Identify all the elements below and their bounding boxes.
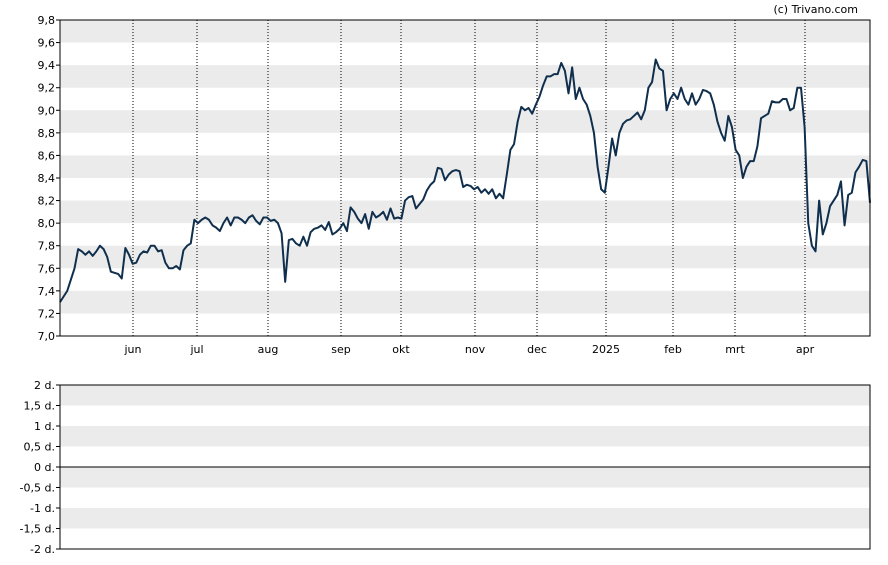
grid-band	[60, 290, 870, 314]
y-tick-label: 0,5 d.	[24, 441, 55, 454]
y-tick-label: 7,4	[38, 285, 56, 298]
y-tick-label: 2 d.	[34, 379, 55, 392]
grid-band	[60, 508, 870, 529]
plot-frame	[59, 19, 871, 337]
x-tick-label: dec	[527, 343, 547, 356]
y-tick-label: -1 d.	[30, 502, 55, 515]
x-tick-label: mrt	[725, 343, 745, 356]
credit-text: (c) Trivano.com	[773, 3, 858, 16]
x-tick-label: sep	[331, 343, 350, 356]
grid-band	[60, 65, 870, 88]
x-tick-label: 2025	[592, 343, 620, 356]
y-tick-label: 8,4	[38, 172, 56, 185]
price-panel: jun jul aug sep okt nov dec 2025 feb mrt apr 7,0 7,2…	[38, 14, 871, 356]
price-series-line	[59, 58, 871, 303]
y-tick-label: 7,6	[38, 262, 56, 275]
y-tick-label: 9,6	[38, 37, 56, 50]
x-tick-label: okt	[392, 343, 410, 356]
y-tick-label: 9,8	[38, 14, 56, 27]
y-tick-label: 9,2	[38, 82, 56, 95]
y-tick-label: 7,2	[38, 307, 56, 320]
y-tick-label: 7,8	[38, 240, 56, 253]
y-tick-label: 1,5 d.	[24, 400, 55, 413]
x-tick-label: jun	[124, 343, 142, 356]
grid-band	[60, 426, 870, 447]
grid-band	[60, 20, 870, 43]
y-tick-label: 8,2	[38, 195, 56, 208]
x-tick-label: jul	[189, 343, 203, 356]
x-tick-label: feb	[664, 343, 682, 356]
y-tick-label: 8,0	[38, 217, 56, 230]
y-tick-label: 0 d.	[34, 461, 55, 474]
grid-band	[60, 467, 870, 488]
plot-frame	[59, 384, 871, 550]
y-tick-label: 8,6	[38, 149, 56, 162]
y-tick-label: -1,5 d.	[20, 523, 55, 536]
grid-band	[60, 385, 870, 406]
y-tick-label: 8,8	[38, 127, 56, 140]
x-tick-label: aug	[258, 343, 279, 356]
x-tick-label: apr	[796, 343, 815, 356]
y-tick-label: -2 d.	[30, 543, 55, 556]
y-tick-label: 9,0	[38, 104, 56, 117]
grid-band	[60, 200, 870, 224]
y-tick-label: 9,4	[38, 59, 56, 72]
grid-band	[60, 245, 870, 269]
y-tick-label: -0,5 d.	[20, 482, 55, 495]
grid-band	[60, 155, 870, 178]
y-tick-label: 1 d.	[34, 420, 55, 433]
lower-panel: 2 d. 1,5 d. 1 d. 0,5 d. 0 d. -0,5 d. -1 d. -1,5…	[20, 379, 871, 556]
x-tick-label: nov	[465, 343, 486, 356]
y-tick-label: 7,0	[38, 330, 56, 343]
grid-band	[60, 110, 870, 133]
